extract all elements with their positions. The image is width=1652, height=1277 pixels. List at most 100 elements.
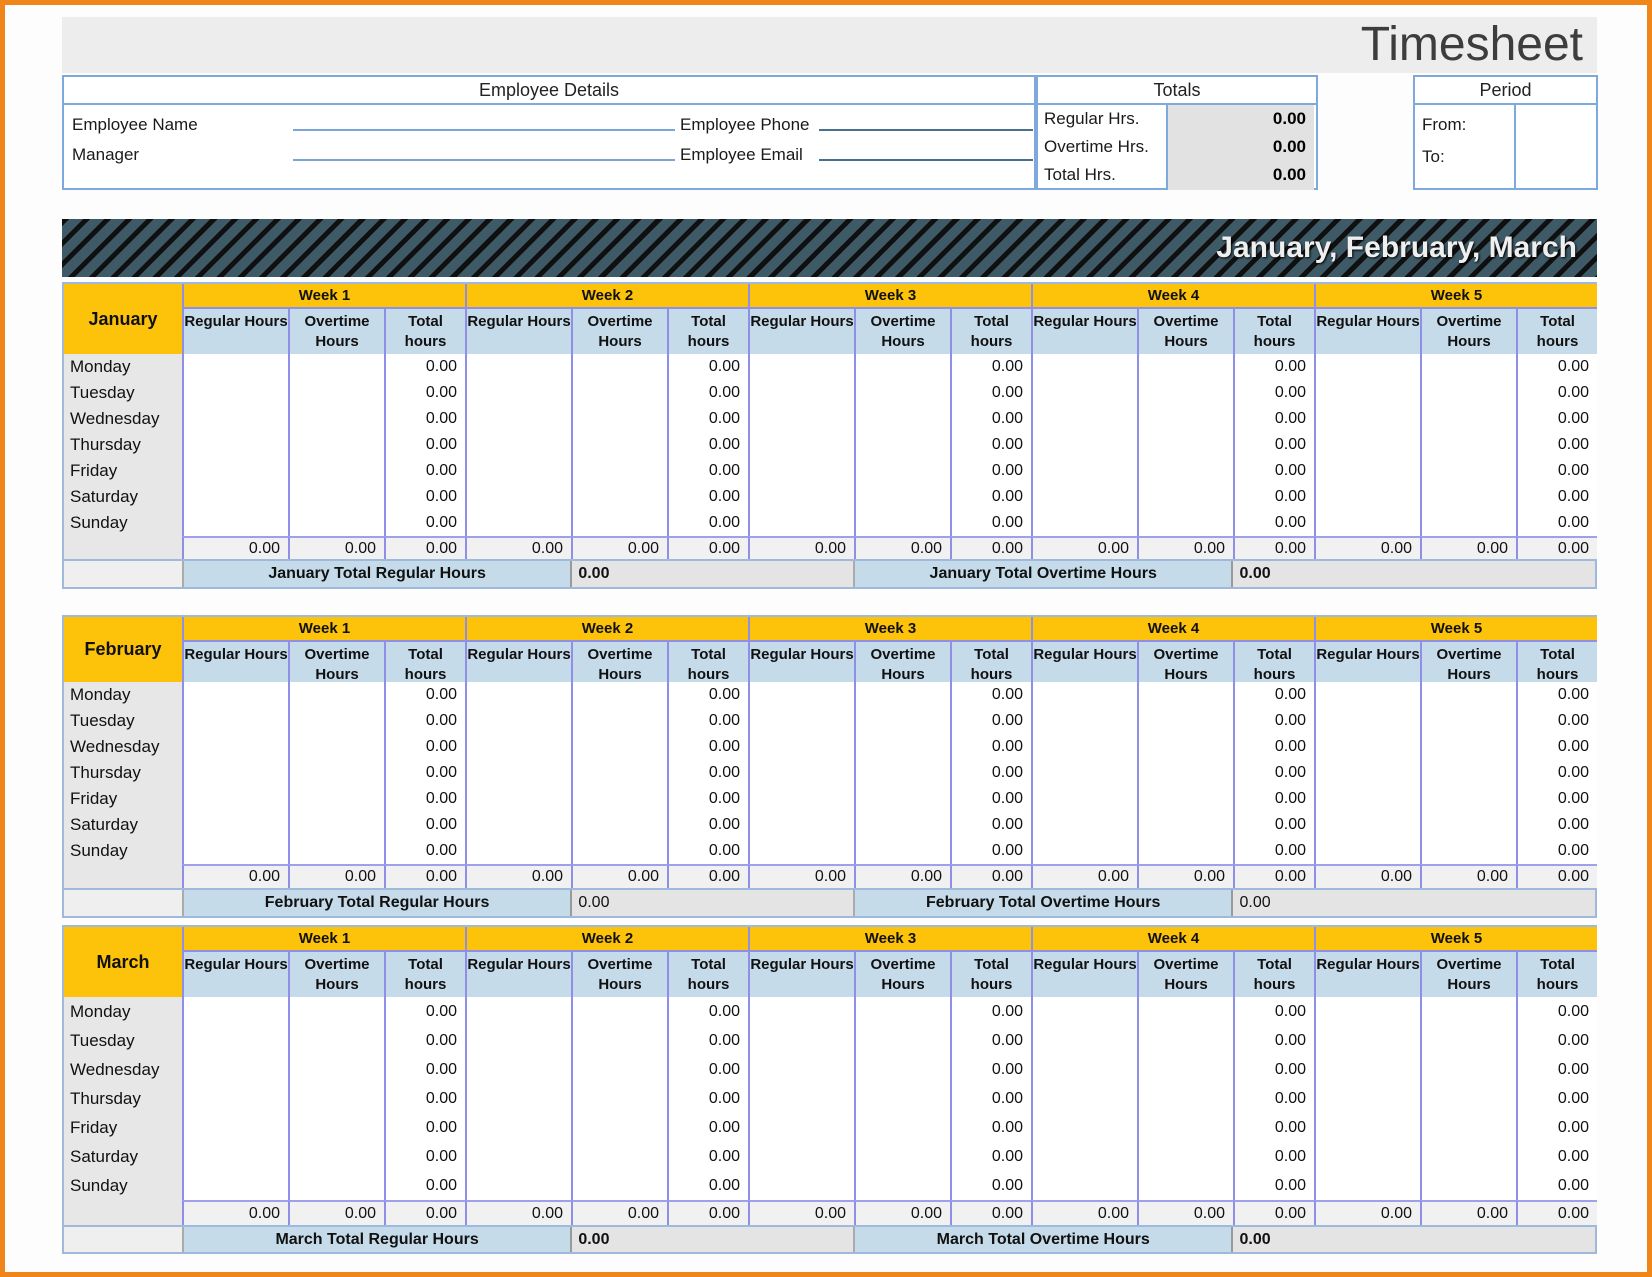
cell-march-sunday-week3-regular[interactable]	[748, 1171, 854, 1200]
cell-march-saturday-week4-regular[interactable]	[1031, 1142, 1137, 1171]
cell-march-sunday-week3-overtime[interactable]	[854, 1171, 950, 1200]
cell-january-monday-week2-overtime[interactable]	[571, 354, 667, 380]
cell-january-friday-week5-regular[interactable]	[1314, 458, 1420, 484]
cell-february-thursday-week4-overtime[interactable]	[1137, 760, 1233, 786]
cell-february-monday-week3-overtime[interactable]	[854, 682, 950, 708]
cell-january-wednesday-week3-regular[interactable]	[748, 406, 854, 432]
cell-march-monday-week5-overtime[interactable]	[1420, 997, 1516, 1026]
cell-march-monday-week2-regular[interactable]	[465, 997, 571, 1026]
cell-january-monday-week4-regular[interactable]	[1031, 354, 1137, 380]
cell-february-thursday-week1-regular[interactable]	[182, 760, 288, 786]
cell-january-thursday-week4-overtime[interactable]	[1137, 432, 1233, 458]
cell-january-saturday-week5-overtime[interactable]	[1420, 484, 1516, 510]
cell-january-sunday-week2-overtime[interactable]	[571, 510, 667, 536]
cell-march-tuesday-week2-regular[interactable]	[465, 1026, 571, 1055]
cell-january-saturday-week2-overtime[interactable]	[571, 484, 667, 510]
cell-march-thursday-week5-regular[interactable]	[1314, 1084, 1420, 1113]
cell-february-friday-week5-overtime[interactable]	[1420, 786, 1516, 812]
cell-january-tuesday-week2-overtime[interactable]	[571, 380, 667, 406]
cell-february-monday-week4-regular[interactable]	[1031, 682, 1137, 708]
cell-february-friday-week4-regular[interactable]	[1031, 786, 1137, 812]
period-from-input[interactable]	[1516, 109, 1598, 139]
cell-march-thursday-week1-regular[interactable]	[182, 1084, 288, 1113]
cell-march-wednesday-week3-overtime[interactable]	[854, 1055, 950, 1084]
cell-january-monday-week2-regular[interactable]	[465, 354, 571, 380]
cell-march-wednesday-week3-regular[interactable]	[748, 1055, 854, 1084]
cell-february-friday-week5-regular[interactable]	[1314, 786, 1420, 812]
cell-february-saturday-week3-overtime[interactable]	[854, 812, 950, 838]
cell-march-tuesday-week2-overtime[interactable]	[571, 1026, 667, 1055]
cell-march-wednesday-week4-regular[interactable]	[1031, 1055, 1137, 1084]
cell-january-friday-week3-overtime[interactable]	[854, 458, 950, 484]
cell-march-saturday-week1-regular[interactable]	[182, 1142, 288, 1171]
cell-january-tuesday-week5-regular[interactable]	[1314, 380, 1420, 406]
cell-january-tuesday-week2-regular[interactable]	[465, 380, 571, 406]
cell-february-thursday-week2-overtime[interactable]	[571, 760, 667, 786]
cell-january-wednesday-week1-regular[interactable]	[182, 406, 288, 432]
cell-january-tuesday-week1-overtime[interactable]	[288, 380, 384, 406]
cell-january-wednesday-week2-overtime[interactable]	[571, 406, 667, 432]
cell-march-monday-week2-overtime[interactable]	[571, 997, 667, 1026]
cell-january-sunday-week2-regular[interactable]	[465, 510, 571, 536]
cell-february-wednesday-week4-regular[interactable]	[1031, 734, 1137, 760]
cell-january-tuesday-week1-regular[interactable]	[182, 380, 288, 406]
cell-february-monday-week2-overtime[interactable]	[571, 682, 667, 708]
cell-january-friday-week4-regular[interactable]	[1031, 458, 1137, 484]
cell-january-monday-week3-overtime[interactable]	[854, 354, 950, 380]
cell-february-friday-week3-overtime[interactable]	[854, 786, 950, 812]
cell-february-saturday-week4-overtime[interactable]	[1137, 812, 1233, 838]
cell-march-sunday-week2-regular[interactable]	[465, 1171, 571, 1200]
cell-february-sunday-week1-overtime[interactable]	[288, 838, 384, 864]
cell-february-thursday-week2-regular[interactable]	[465, 760, 571, 786]
cell-february-sunday-week5-overtime[interactable]	[1420, 838, 1516, 864]
cell-january-tuesday-week4-regular[interactable]	[1031, 380, 1137, 406]
cell-february-friday-week4-overtime[interactable]	[1137, 786, 1233, 812]
cell-march-saturday-week5-overtime[interactable]	[1420, 1142, 1516, 1171]
cell-february-tuesday-week3-overtime[interactable]	[854, 708, 950, 734]
cell-february-tuesday-week3-regular[interactable]	[748, 708, 854, 734]
cell-march-friday-week1-regular[interactable]	[182, 1113, 288, 1142]
cell-february-sunday-week5-regular[interactable]	[1314, 838, 1420, 864]
cell-march-saturday-week3-overtime[interactable]	[854, 1142, 950, 1171]
cell-march-wednesday-week5-regular[interactable]	[1314, 1055, 1420, 1084]
cell-february-monday-week2-regular[interactable]	[465, 682, 571, 708]
cell-february-thursday-week5-overtime[interactable]	[1420, 760, 1516, 786]
cell-march-friday-week1-overtime[interactable]	[288, 1113, 384, 1142]
cell-march-monday-week1-regular[interactable]	[182, 997, 288, 1026]
cell-february-monday-week3-regular[interactable]	[748, 682, 854, 708]
cell-march-friday-week4-regular[interactable]	[1031, 1113, 1137, 1142]
cell-january-thursday-week1-overtime[interactable]	[288, 432, 384, 458]
cell-february-tuesday-week2-regular[interactable]	[465, 708, 571, 734]
cell-january-saturday-week1-overtime[interactable]	[288, 484, 384, 510]
employee-email-input[interactable]	[819, 137, 1033, 161]
cell-march-tuesday-week1-regular[interactable]	[182, 1026, 288, 1055]
cell-march-tuesday-week3-regular[interactable]	[748, 1026, 854, 1055]
cell-february-tuesday-week5-overtime[interactable]	[1420, 708, 1516, 734]
cell-march-saturday-week3-regular[interactable]	[748, 1142, 854, 1171]
cell-february-friday-week1-overtime[interactable]	[288, 786, 384, 812]
cell-january-sunday-week3-regular[interactable]	[748, 510, 854, 536]
cell-february-monday-week1-regular[interactable]	[182, 682, 288, 708]
cell-february-friday-week1-regular[interactable]	[182, 786, 288, 812]
cell-february-sunday-week4-regular[interactable]	[1031, 838, 1137, 864]
cell-january-thursday-week2-regular[interactable]	[465, 432, 571, 458]
cell-january-wednesday-week5-regular[interactable]	[1314, 406, 1420, 432]
cell-february-wednesday-week3-regular[interactable]	[748, 734, 854, 760]
cell-january-monday-week1-regular[interactable]	[182, 354, 288, 380]
cell-march-monday-week3-overtime[interactable]	[854, 997, 950, 1026]
cell-february-monday-week4-overtime[interactable]	[1137, 682, 1233, 708]
cell-january-tuesday-week4-overtime[interactable]	[1137, 380, 1233, 406]
cell-january-tuesday-week3-regular[interactable]	[748, 380, 854, 406]
cell-march-wednesday-week2-overtime[interactable]	[571, 1055, 667, 1084]
cell-february-saturday-week5-overtime[interactable]	[1420, 812, 1516, 838]
cell-january-sunday-week5-regular[interactable]	[1314, 510, 1420, 536]
cell-january-wednesday-week1-overtime[interactable]	[288, 406, 384, 432]
cell-february-friday-week3-regular[interactable]	[748, 786, 854, 812]
cell-february-tuesday-week4-overtime[interactable]	[1137, 708, 1233, 734]
cell-january-monday-week5-regular[interactable]	[1314, 354, 1420, 380]
cell-january-monday-week4-overtime[interactable]	[1137, 354, 1233, 380]
cell-march-monday-week1-overtime[interactable]	[288, 997, 384, 1026]
cell-february-sunday-week3-overtime[interactable]	[854, 838, 950, 864]
cell-march-tuesday-week1-overtime[interactable]	[288, 1026, 384, 1055]
cell-march-friday-week5-overtime[interactable]	[1420, 1113, 1516, 1142]
